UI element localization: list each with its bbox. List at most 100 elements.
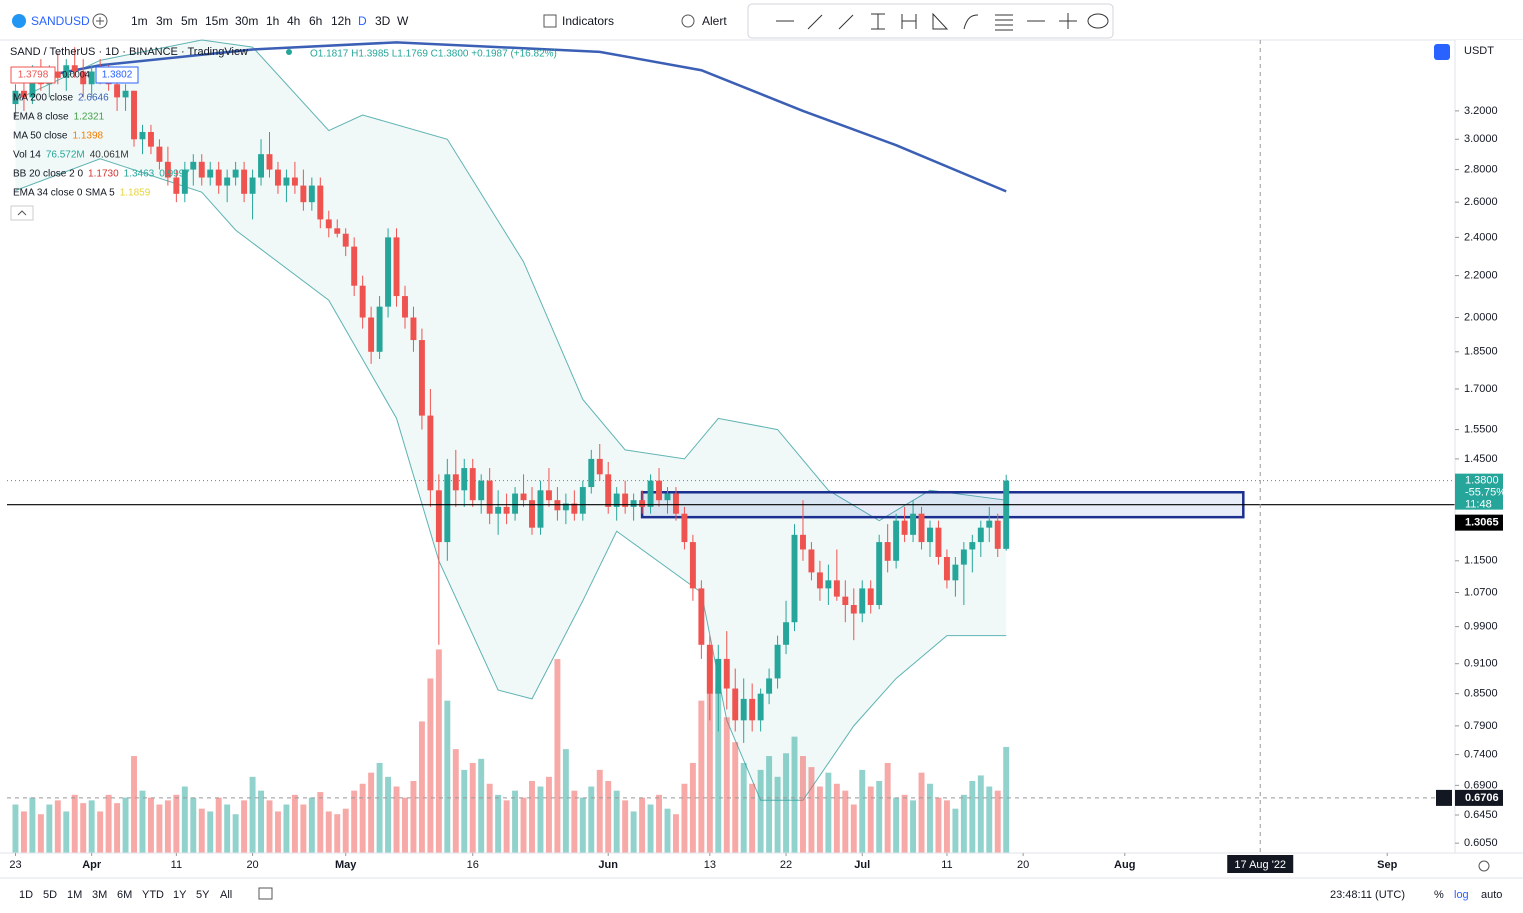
range-button[interactable]: All <box>220 889 232 901</box>
drawing-tools[interactable] <box>776 12 1109 31</box>
y-tick-label: 2.4000 <box>1464 231 1498 243</box>
candle-body <box>910 513 917 535</box>
plot-area <box>7 39 1455 853</box>
scale-log[interactable]: log <box>1454 889 1469 901</box>
range-button[interactable]: YTD <box>142 889 164 901</box>
scale-percent[interactable]: % <box>1434 889 1444 901</box>
volume-bar <box>800 756 806 853</box>
volume-bar <box>54 800 61 853</box>
candle-body <box>173 177 180 194</box>
candle-body <box>402 296 408 318</box>
candle-body <box>766 678 773 694</box>
volume-bar <box>156 804 163 853</box>
candle-body <box>275 169 281 186</box>
ask-box[interactable] <box>95 66 139 84</box>
candle-body <box>613 493 620 507</box>
range-button[interactable]: 5Y <box>196 889 210 901</box>
scale-button[interactable] <box>1434 44 1450 60</box>
interval-button[interactable]: 3m <box>156 14 173 28</box>
volume-bar <box>478 758 485 853</box>
volume-bar <box>816 786 823 853</box>
alert-button[interactable]: Alert <box>702 14 727 28</box>
interval-button[interactable]: 5m <box>181 14 198 28</box>
volume-bar <box>368 772 375 853</box>
volume-bar <box>825 772 832 853</box>
volume-bar <box>935 797 942 853</box>
interval-button[interactable]: 3D <box>375 14 391 28</box>
y-tick-label: 1.1500 <box>1464 555 1498 567</box>
candle-body <box>893 520 900 561</box>
ma200-line <box>15 41 1007 193</box>
candle-body <box>512 493 519 514</box>
volume-bar <box>114 803 121 853</box>
candle-body <box>266 154 273 170</box>
study-value: 1.1398 <box>72 131 103 142</box>
symbol[interactable]: SANDUSD <box>31 14 90 28</box>
symbol-icon <box>12 14 26 28</box>
interval-button[interactable]: W <box>397 14 409 28</box>
interval-button[interactable]: 30m <box>235 14 258 28</box>
volume-bar <box>749 783 756 853</box>
candle-body <box>664 493 671 501</box>
x-tick-label: 20 <box>246 859 258 871</box>
study-value: 2.6646 <box>78 93 109 104</box>
compare-button[interactable] <box>92 13 108 29</box>
candle-body <box>342 233 349 247</box>
scale-auto[interactable]: auto <box>1481 889 1502 901</box>
candle-body <box>291 177 298 186</box>
candle-body <box>639 500 646 507</box>
y-tick-label: 2.6000 <box>1464 196 1498 208</box>
range-button[interactable]: 6M <box>117 889 132 901</box>
interval-button[interactable]: 12h <box>331 14 351 28</box>
currency[interactable]: USDT <box>1464 45 1494 57</box>
bid-box[interactable] <box>10 66 56 84</box>
candle-body <box>88 71 95 85</box>
crosshair-add[interactable] <box>1436 789 1452 806</box>
volume-bar <box>80 803 87 853</box>
interval-button[interactable]: 1m <box>131 14 148 28</box>
interval-button[interactable]: D <box>358 14 367 28</box>
study-name: MA 200 close <box>13 93 73 104</box>
candle-body <box>943 556 950 581</box>
y-tick-label: 1.4500 <box>1464 453 1498 465</box>
volume-bar <box>190 797 197 853</box>
volume-bar <box>418 721 425 853</box>
crosshair-date-box <box>1227 855 1294 873</box>
candle-body <box>249 177 256 194</box>
volume-bar <box>376 762 383 853</box>
date-range-icon[interactable] <box>258 887 273 900</box>
indicators-button[interactable]: Indicators <box>562 14 614 28</box>
volume-bar <box>207 811 214 853</box>
volume-bar <box>562 749 569 853</box>
interval-button[interactable]: 15m <box>205 14 228 28</box>
range-button[interactable]: 1Y <box>173 889 187 901</box>
candle-body <box>571 503 578 514</box>
x-tick-label: May <box>335 859 357 871</box>
legend-collapse[interactable] <box>10 205 34 221</box>
interval-button[interactable]: 1h <box>266 14 279 28</box>
y-tick-label: 2.8000 <box>1464 164 1498 176</box>
study-name: EMA 8 close <box>13 112 69 123</box>
volume-bar <box>537 786 544 853</box>
range-button[interactable]: 1M <box>67 889 82 901</box>
candle-body <box>884 542 891 561</box>
candle-body <box>444 474 451 543</box>
settings-icon[interactable] <box>1478 860 1490 872</box>
candle-body <box>164 161 171 178</box>
candle-body <box>486 480 493 514</box>
study-name: Vol 14 <box>13 150 41 161</box>
y-tick-label: 3.2000 <box>1464 105 1498 117</box>
volume-bar <box>359 783 366 853</box>
range-button[interactable]: 1D <box>19 889 33 901</box>
volume-bar <box>503 800 510 853</box>
volume-bar <box>969 780 976 853</box>
volume-bar <box>783 753 790 853</box>
range-button[interactable]: 3M <box>92 889 107 901</box>
volume-bar <box>71 794 78 853</box>
candle-body <box>495 506 502 514</box>
volume-bar <box>402 797 408 853</box>
interval-button[interactable]: 4h <box>287 14 300 28</box>
bb-fill <box>15 40 1007 801</box>
range-button[interactable]: 5D <box>43 889 57 901</box>
interval-button[interactable]: 6h <box>309 14 322 28</box>
